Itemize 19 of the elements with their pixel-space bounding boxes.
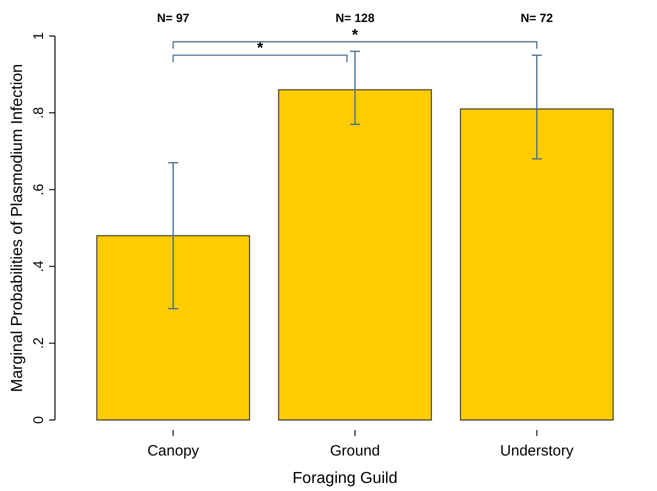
bar — [96, 235, 250, 420]
y-tick-label: .8 — [30, 106, 46, 119]
text: N= 128 — [335, 11, 375, 25]
x-tick-label: Canopy — [147, 442, 200, 460]
annotation: * — [352, 26, 359, 44]
y-axis-title: Marginal Probabilities of Plasmodium Infection — [9, 64, 26, 392]
y-tick-label: .2 — [30, 337, 46, 350]
bar — [278, 89, 432, 420]
text: N= 72 — [520, 11, 554, 25]
x-tick-label: Ground — [330, 442, 380, 460]
text: N= 97 — [157, 11, 190, 25]
y-tick-label: .6 — [30, 184, 46, 196]
y-tick-label: .4 — [30, 260, 46, 272]
annotation: * — [256, 40, 264, 58]
x-axis-title: Foraging Guild — [292, 470, 398, 487]
bar — [460, 108, 614, 420]
y-tick-label: 0 — [30, 416, 46, 424]
y-tick-label: 1 — [30, 32, 46, 40]
x-tick-label: Understory — [500, 442, 574, 460]
